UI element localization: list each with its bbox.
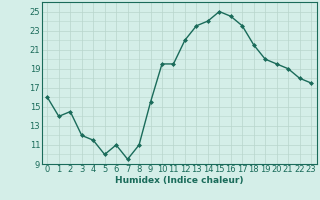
X-axis label: Humidex (Indice chaleur): Humidex (Indice chaleur) (115, 176, 244, 185)
